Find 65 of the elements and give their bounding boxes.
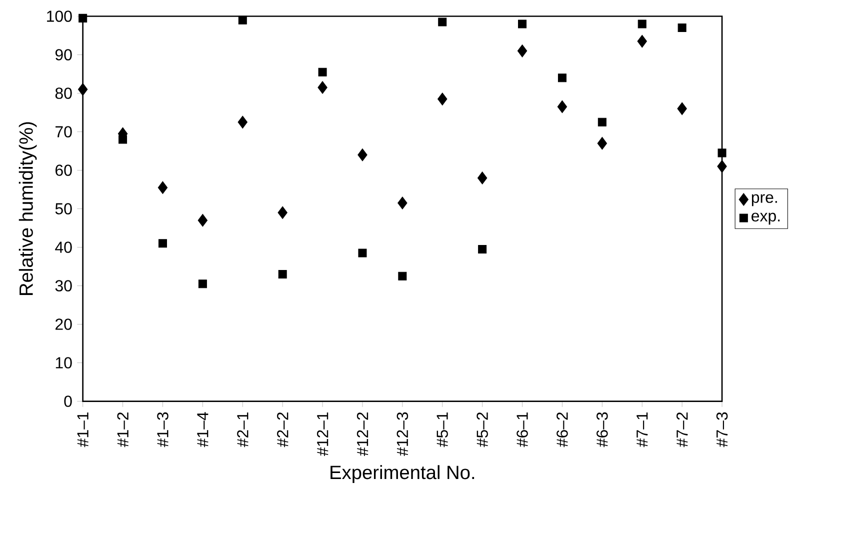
y-tick-label: 10 <box>56 357 72 368</box>
point <box>198 214 208 227</box>
point <box>678 23 686 32</box>
x-tick-label: #5–1 <box>436 412 448 448</box>
point <box>558 74 566 82</box>
point <box>238 16 247 24</box>
point <box>598 118 606 126</box>
y-tick-label: 50 <box>55 203 72 214</box>
point <box>597 136 608 150</box>
x-tick-label: #2–2 <box>277 412 288 448</box>
x-tick-label: #6–2 <box>556 412 568 448</box>
point <box>158 181 168 194</box>
x-tick-label: #6–1 <box>516 412 528 448</box>
x-axis-title: Experimental No. <box>330 465 474 483</box>
legend-label: pre. <box>752 194 777 206</box>
y-tick-label: 40 <box>55 242 72 253</box>
point <box>118 135 128 144</box>
x-tick-label: #12–1 <box>316 412 328 456</box>
x-tick-label: #7–2 <box>676 412 688 448</box>
y-tick-label: 0 <box>64 396 72 407</box>
y-tick-label: 100 <box>47 10 72 22</box>
point <box>477 172 488 184</box>
point <box>557 100 568 114</box>
x-tick-label: #5–2 <box>476 412 488 448</box>
point <box>638 20 646 28</box>
point <box>717 160 727 173</box>
point <box>318 81 328 94</box>
point <box>78 14 88 22</box>
x-tick-label: #1–3 <box>157 412 168 448</box>
y-axis-title: Relative humidity(%) <box>18 122 37 295</box>
point <box>518 20 527 28</box>
x-tick-label: #2–1 <box>237 412 248 448</box>
point <box>78 82 88 96</box>
x-tick-label: #7–1 <box>636 412 648 448</box>
y-tick-label: 30 <box>55 280 72 292</box>
point <box>158 239 167 248</box>
y-tick-label: 60 <box>56 164 72 176</box>
x-tick-label: #7–3 <box>716 412 728 448</box>
x-tick-label: #1–4 <box>197 412 208 448</box>
y-tick-label: 20 <box>56 318 72 330</box>
point <box>318 68 327 76</box>
point <box>517 44 528 58</box>
y-tick-label: 90 <box>55 49 72 60</box>
point <box>238 116 248 128</box>
y-tick-label: 80 <box>55 88 72 99</box>
point <box>398 196 408 210</box>
x-tick-label: #12–3 <box>396 412 408 456</box>
point <box>677 102 687 115</box>
point <box>358 148 368 162</box>
y-tick-label: 70 <box>56 126 72 138</box>
point <box>478 244 487 254</box>
point <box>278 206 288 219</box>
legend-label: exp. <box>752 212 780 225</box>
point <box>278 270 287 278</box>
point <box>358 248 367 258</box>
x-tick-label: #12–2 <box>356 412 368 456</box>
point <box>198 280 207 288</box>
x-tick-label: #1–1 <box>77 412 88 448</box>
x-tick-label: #1–2 <box>117 412 128 448</box>
point <box>718 148 726 158</box>
point <box>398 272 407 280</box>
point <box>637 34 647 48</box>
point <box>438 92 448 106</box>
x-tick-label: #6–3 <box>596 412 608 448</box>
point <box>438 18 447 26</box>
